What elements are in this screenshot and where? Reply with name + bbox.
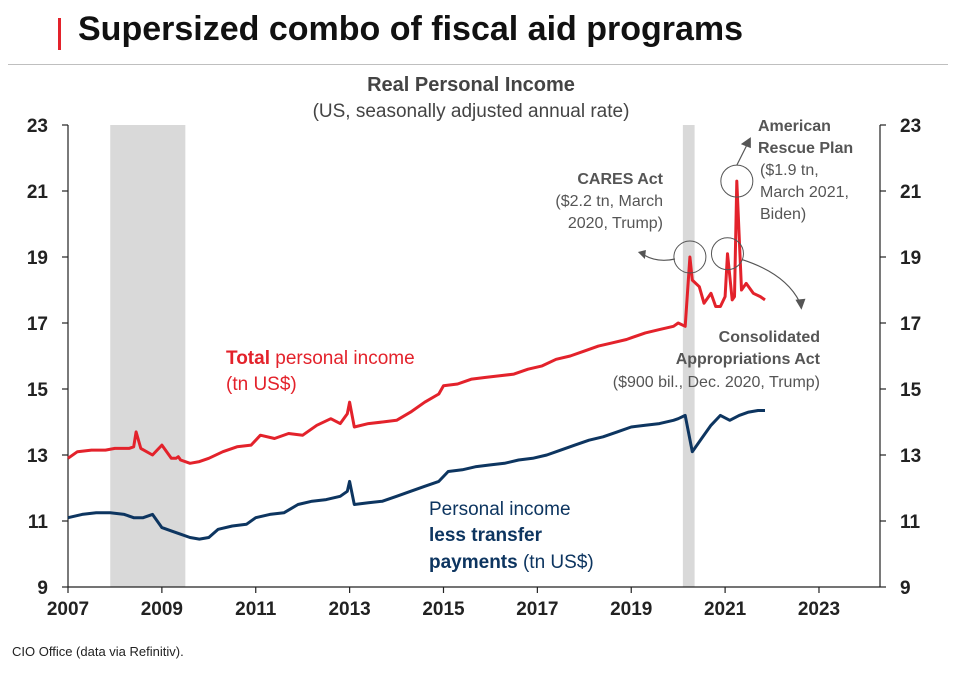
rescue-plan-line1: ($1.9 tn, bbox=[760, 162, 819, 179]
y-tick-label-left: 19 bbox=[27, 248, 48, 269]
y-tick-label-right: 17 bbox=[900, 314, 921, 335]
rescue-plan-line3: Biden) bbox=[760, 206, 806, 223]
x-tick-label: 2021 bbox=[704, 599, 747, 620]
x-tick-label: 2013 bbox=[328, 599, 370, 620]
y-tick-label-right: 11 bbox=[900, 512, 921, 533]
y-tick-label-left: 13 bbox=[27, 446, 48, 467]
cares-act-title: CARES Act bbox=[577, 171, 663, 188]
recession-band-1 bbox=[682, 125, 695, 587]
total-series-label-text: personal income bbox=[270, 348, 415, 369]
y-tick-label-right: 19 bbox=[900, 248, 921, 269]
recession-band-0 bbox=[110, 125, 186, 587]
x-tick-label: 2023 bbox=[798, 599, 840, 620]
y-tick-label-right: 23 bbox=[900, 116, 921, 137]
page-title: Supersized combo of fiscal aid programs bbox=[78, 10, 744, 48]
total-series-unit: (tn US$) bbox=[226, 374, 297, 395]
cares-act-line1: ($2.2 tn, March bbox=[555, 193, 663, 210]
cares-act-line2: 2020, Trump) bbox=[568, 215, 663, 232]
less-transfer-series-bold: less transfer bbox=[429, 525, 543, 546]
axes bbox=[62, 124, 886, 593]
rescue-plan-title1: American bbox=[758, 118, 831, 135]
source-note: CIO Office (data via Refinitiv). bbox=[12, 644, 184, 659]
y-tick-label-left: 11 bbox=[28, 512, 49, 533]
less-transfer-series-line3: payments (tn US$) bbox=[429, 552, 594, 573]
y-tick-label-left: 21 bbox=[27, 182, 49, 203]
y-tick-label-left: 15 bbox=[27, 380, 49, 401]
x-tick-label: 2007 bbox=[47, 599, 89, 620]
rescue-plan-arrow bbox=[736, 144, 748, 166]
total-series-label-bold: Total bbox=[226, 348, 270, 369]
less-transfer-series-label: Personal income bbox=[429, 499, 571, 520]
rescue-plan-title2: Rescue Plan bbox=[758, 140, 853, 157]
tick-labels: 9 9 11 11 13 13 15 15 17 17 19 19 21 21 23 23 2007 2009 20… bbox=[27, 116, 922, 620]
consolidated-act-arrow bbox=[742, 259, 800, 302]
chart-title: Real Personal Income bbox=[367, 74, 575, 96]
annotations bbox=[637, 137, 806, 310]
x-tick-label: 2009 bbox=[141, 599, 183, 620]
rescue-plan-line2: March 2021, bbox=[760, 184, 849, 201]
chart-subtitle: (US, seasonally adjusted annual rate) bbox=[313, 101, 630, 122]
cares-act-arrowhead bbox=[637, 250, 646, 259]
x-tick-label: 2011 bbox=[235, 599, 277, 620]
rescue-plan-arrowhead bbox=[740, 137, 751, 149]
y-tick-label-right: 21 bbox=[900, 182, 922, 203]
y-tick-label-left: 17 bbox=[27, 314, 48, 335]
consolidated-act-title1: Consolidated bbox=[719, 329, 820, 346]
consolidated-act-marker bbox=[710, 237, 744, 271]
income-line-chart: 9 9 11 11 13 13 15 15 17 17 19 19 21 21 23 23 2007 2009 20… bbox=[27, 74, 922, 620]
less-transfer-series-bold2: payments bbox=[429, 552, 518, 573]
title-divider bbox=[8, 64, 948, 65]
x-tick-label: 2015 bbox=[422, 599, 465, 620]
title-accent-bar bbox=[58, 18, 61, 50]
y-tick-label-left: 23 bbox=[27, 116, 48, 137]
less-transfer-series-unit: (tn US$) bbox=[518, 552, 594, 573]
series-line-total bbox=[67, 179, 766, 465]
y-tick-label-right: 15 bbox=[900, 380, 922, 401]
consolidated-act-title2: Appropriations Act bbox=[676, 351, 821, 368]
total-series-label: Total personal income bbox=[226, 348, 415, 369]
series-lines bbox=[67, 179, 766, 541]
cares-act-arrow bbox=[643, 254, 676, 261]
series-line-less_transfer bbox=[67, 409, 765, 541]
y-tick-label-right: 9 bbox=[900, 578, 911, 599]
x-tick-label: 2019 bbox=[610, 599, 652, 620]
recession-shading bbox=[110, 125, 695, 587]
x-tick-label: 2017 bbox=[516, 599, 558, 620]
consolidated-act-arrowhead bbox=[795, 298, 806, 310]
consolidated-act-line1: ($900 bil., Dec. 2020, Trump) bbox=[613, 374, 820, 391]
y-tick-label-left: 9 bbox=[37, 578, 48, 599]
cares-act-marker bbox=[673, 240, 707, 274]
y-tick-label-right: 13 bbox=[900, 446, 921, 467]
